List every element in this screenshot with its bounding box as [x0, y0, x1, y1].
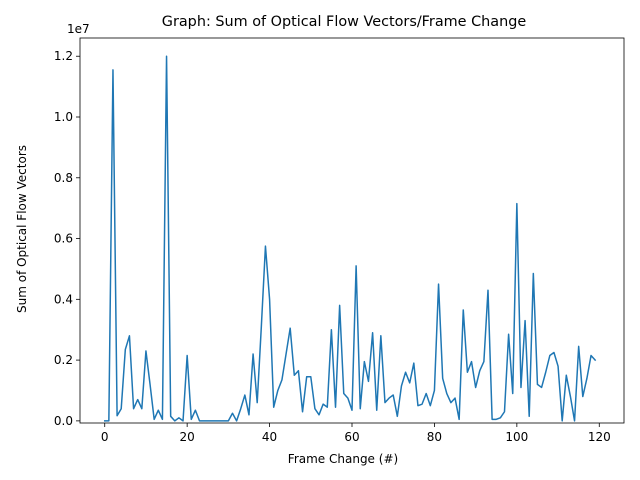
x-tick-label: 60	[344, 430, 359, 444]
x-tick-label: 40	[262, 430, 277, 444]
y-axis-offset-text: 1e7	[67, 22, 90, 36]
x-tick-label: 20	[180, 430, 195, 444]
y-tick-label: 0.0	[54, 414, 73, 428]
series-line	[103, 55, 597, 422]
x-axis-label: Frame Change (#)	[288, 452, 398, 466]
x-tick-label: 80	[427, 430, 442, 444]
y-tick-label: 0.4	[54, 292, 73, 306]
plot-area: 0 20 40 60 80 100 120 0.0 0.2 0.4 0.6 0.8 1.0 1.2	[54, 37, 625, 444]
x-tick-label: 100	[505, 430, 528, 444]
y-tick-label: 1.2	[54, 49, 73, 63]
y-axis-label: Sum of Optical Flow Vectors	[15, 145, 29, 313]
axes-frame	[79, 37, 625, 424]
y-tick-label: 0.6	[54, 232, 73, 246]
x-tick-label: 120	[588, 430, 611, 444]
y-tick-label: 0.2	[54, 353, 73, 367]
y-tick-label: 0.8	[54, 171, 73, 185]
chart-title: Graph: Sum of Optical Flow Vectors/Frame…	[162, 14, 527, 30]
y-tick-label: 1.0	[54, 110, 73, 124]
x-tick-label: 0	[101, 430, 109, 444]
